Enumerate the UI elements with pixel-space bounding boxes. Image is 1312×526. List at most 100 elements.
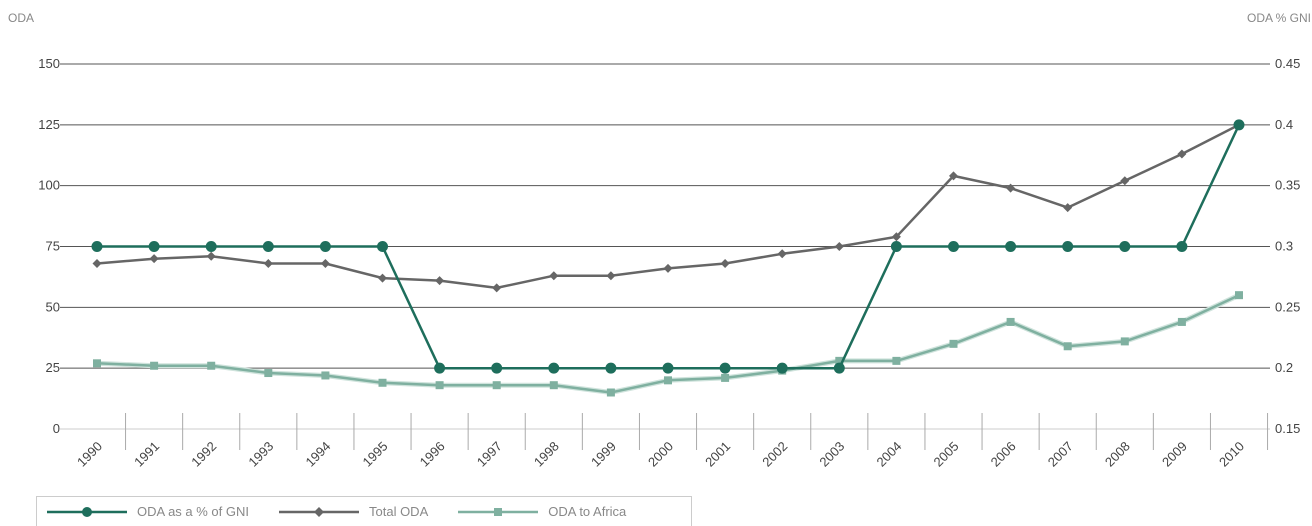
- x-tick-label: 2001: [702, 439, 733, 470]
- data-point: [377, 241, 388, 252]
- data-point: [777, 249, 787, 259]
- x-tick-label: 1996: [417, 439, 448, 470]
- legend-item-total-oda[interactable]: Total ODA: [279, 504, 428, 519]
- data-point: [721, 373, 730, 382]
- data-point: [93, 359, 101, 368]
- x-tick-label: 2002: [759, 439, 790, 470]
- data-point: [149, 254, 159, 264]
- right-axis-title: ODA % GNI: [1247, 11, 1311, 25]
- data-point: [434, 362, 446, 374]
- data-point: [1120, 176, 1130, 186]
- x-axis-ticks: 1990 1991 1992 1993 1994 1995 1996 1997 1998 1999…: [74, 413, 1269, 470]
- right-tick-label: 0.25: [1275, 299, 1300, 314]
- data-point: [548, 362, 560, 374]
- left-tick-label: 0: [53, 421, 60, 436]
- x-tick-label: 1991: [131, 439, 162, 470]
- left-tick-label: 75: [46, 239, 60, 254]
- data-point: [1006, 183, 1016, 193]
- legend-label: ODA as a % of GNI: [137, 504, 249, 519]
- x-tick-label: 1994: [302, 439, 333, 470]
- data-point: [378, 378, 387, 387]
- data-point: [948, 241, 959, 252]
- data-point: [148, 241, 160, 252]
- data-point: [834, 242, 844, 251]
- data-point: [662, 362, 674, 374]
- x-tick-label: 1999: [588, 439, 619, 470]
- x-tick-label: 2007: [1045, 439, 1076, 470]
- data-point: [835, 356, 844, 365]
- left-axis-ticks: 0 25 50 75 100 125 150: [38, 56, 60, 436]
- data-point: [435, 276, 445, 286]
- legend-line-circle-icon: [47, 506, 127, 517]
- data-point: [719, 362, 731, 374]
- legend: ODA as a % of GNI Total ODA ODA to Afric…: [36, 496, 692, 526]
- right-tick-label: 0.45: [1275, 56, 1300, 71]
- left-tick-label: 150: [38, 56, 60, 71]
- data-point: [262, 241, 274, 252]
- x-tick-label: 1992: [188, 439, 219, 470]
- data-point: [549, 271, 559, 281]
- legend-item-oda-africa[interactable]: ODA to Africa: [458, 504, 626, 519]
- data-point: [264, 369, 273, 378]
- data-point: [378, 273, 387, 283]
- x-tick-label: 1997: [474, 439, 505, 470]
- legend-label: Total ODA: [369, 504, 429, 519]
- right-tick-label: 0.4: [1275, 117, 1293, 132]
- legend-line-diamond-icon: [279, 506, 359, 517]
- data-point: [321, 371, 330, 380]
- x-tick-label: 2006: [988, 439, 1019, 470]
- data-point: [205, 241, 217, 252]
- data-point: [1177, 317, 1186, 326]
- series-layer: [91, 119, 1245, 397]
- left-tick-label: 100: [38, 178, 60, 193]
- x-tick-label: 1998: [531, 439, 562, 470]
- data-point: [949, 339, 958, 348]
- right-tick-label: 0.15: [1275, 421, 1300, 436]
- data-point: [549, 381, 558, 390]
- data-point: [1063, 203, 1073, 213]
- data-point: [664, 376, 672, 385]
- data-point: [263, 259, 273, 269]
- data-point: [91, 241, 103, 252]
- x-tick-label: 1995: [360, 439, 391, 470]
- data-point: [435, 381, 444, 390]
- x-tick-label: 2009: [1159, 439, 1190, 470]
- data-point: [1063, 342, 1072, 351]
- left-tick-label: 125: [38, 117, 60, 132]
- data-point: [206, 251, 216, 261]
- data-point: [606, 388, 615, 397]
- data-point: [1176, 241, 1188, 252]
- data-point: [150, 361, 159, 370]
- data-point: [492, 381, 501, 390]
- data-point: [1119, 241, 1131, 252]
- x-tick-label: 2004: [873, 439, 904, 470]
- data-point: [890, 241, 902, 252]
- right-tick-label: 0.2: [1275, 360, 1293, 375]
- x-tick-label: 2005: [931, 439, 962, 470]
- data-point: [92, 259, 102, 269]
- data-point: [1006, 317, 1015, 326]
- data-point: [207, 361, 216, 370]
- data-point: [1005, 241, 1017, 252]
- data-point: [1177, 149, 1187, 159]
- legend-line-square-icon: [458, 507, 539, 516]
- x-tick-label: 2000: [645, 439, 676, 470]
- data-point: [319, 241, 331, 252]
- legend-item-oda-gni[interactable]: ODA as a % of GNI: [47, 504, 249, 519]
- left-tick-label: 25: [46, 360, 60, 375]
- data-point: [949, 171, 958, 181]
- data-point: [320, 259, 330, 269]
- data-point: [605, 362, 617, 374]
- x-tick-label: 1993: [245, 439, 276, 470]
- data-point: [720, 259, 730, 269]
- right-tick-label: 0.35: [1275, 178, 1300, 193]
- legend-label: ODA to Africa: [548, 504, 627, 519]
- left-axis-title: ODA: [8, 11, 34, 25]
- data-point: [1062, 241, 1074, 252]
- x-tick-label: 1990: [74, 439, 105, 470]
- right-tick-label: 0.3: [1275, 239, 1293, 254]
- data-point: [891, 232, 901, 242]
- right-axis-ticks: 0.15 0.2 0.25 0.3 0.35 0.4 0.45: [1275, 56, 1300, 436]
- left-tick-label: 50: [46, 299, 60, 314]
